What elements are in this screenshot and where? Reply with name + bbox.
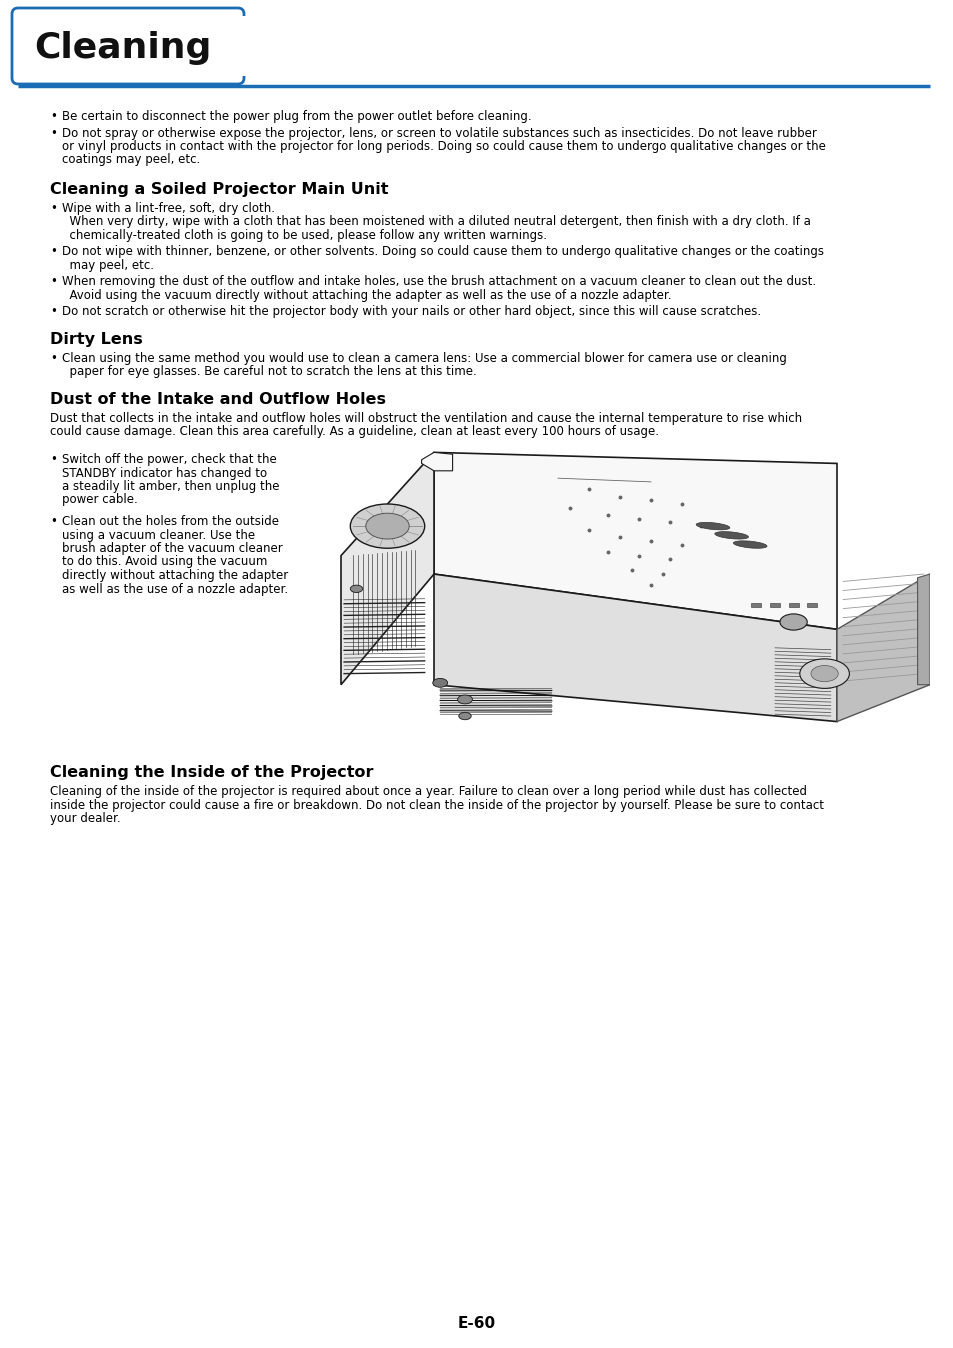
Text: •: •	[50, 111, 57, 123]
Text: Do not wipe with thinner, benzene, or other solvents. Doing so could cause them : Do not wipe with thinner, benzene, or ot…	[62, 245, 823, 259]
Text: When very dirty, wipe with a cloth that has been moistened with a diluted neutra: When very dirty, wipe with a cloth that …	[62, 216, 810, 229]
Circle shape	[365, 514, 409, 539]
Text: Cleaning of the inside of the projector is required about once a year. Failure t: Cleaning of the inside of the projector …	[50, 785, 806, 798]
Text: Dust that collects in the intake and outflow holes will obstruct the ventilation: Dust that collects in the intake and out…	[50, 412, 801, 425]
Ellipse shape	[696, 523, 729, 530]
Circle shape	[350, 504, 424, 549]
Text: paper for eye glasses. Be careful not to scratch the lens at this time.: paper for eye glasses. Be careful not to…	[62, 365, 476, 379]
Bar	[208, 16, 268, 75]
Circle shape	[810, 666, 838, 682]
Text: Dirty Lens: Dirty Lens	[50, 332, 143, 346]
Text: chemically-treated cloth is going to be used, please follow any written warnings: chemically-treated cloth is going to be …	[62, 229, 546, 243]
Polygon shape	[340, 453, 434, 685]
Text: Cleaning the Inside of the Projector: Cleaning the Inside of the Projector	[50, 766, 374, 780]
Text: •: •	[50, 245, 57, 259]
Ellipse shape	[714, 531, 748, 539]
Text: When removing the dust of the outflow and intake holes, use the brush attachment: When removing the dust of the outflow an…	[62, 275, 815, 288]
Text: could cause damage. Clean this area carefully. As a guideline, clean at least ev: could cause damage. Clean this area care…	[50, 426, 659, 438]
Text: or vinyl products in contact with the projector for long periods. Doing so could: or vinyl products in contact with the pr…	[62, 140, 825, 154]
Text: •: •	[50, 453, 57, 466]
Text: Clean using the same method you would use to clean a camera lens: Use a commerci: Clean using the same method you would us…	[62, 352, 786, 365]
Circle shape	[799, 659, 848, 689]
Text: coatings may peel, etc.: coatings may peel, etc.	[62, 154, 200, 167]
Circle shape	[433, 678, 447, 687]
Text: inside the projector could cause a fire or breakdown. Do not clean the inside of: inside the projector could cause a fire …	[50, 798, 823, 811]
Bar	[788, 603, 798, 607]
Text: a steadily lit amber, then unplug the: a steadily lit amber, then unplug the	[62, 480, 279, 493]
Text: Do not spray or otherwise expose the projector, lens, or screen to volatile subs: Do not spray or otherwise expose the pro…	[62, 127, 816, 139]
Text: may peel, etc.: may peel, etc.	[62, 259, 153, 272]
Polygon shape	[434, 453, 836, 630]
Text: brush adapter of the vacuum cleaner: brush adapter of the vacuum cleaner	[62, 542, 282, 555]
Text: directly without attaching the adapter: directly without attaching the adapter	[62, 569, 288, 582]
Text: Do not scratch or otherwise hit the projector body with your nails or other hard: Do not scratch or otherwise hit the proj…	[62, 306, 760, 318]
Text: your dealer.: your dealer.	[50, 811, 120, 825]
Text: using a vacuum cleaner. Use the: using a vacuum cleaner. Use the	[62, 528, 254, 542]
Polygon shape	[917, 574, 929, 685]
Ellipse shape	[733, 541, 766, 549]
Polygon shape	[421, 453, 452, 470]
Text: as well as the use of a nozzle adapter.: as well as the use of a nozzle adapter.	[62, 582, 288, 596]
Circle shape	[350, 585, 362, 593]
Text: •: •	[50, 127, 57, 139]
Text: •: •	[50, 275, 57, 288]
Text: Switch off the power, check that the: Switch off the power, check that the	[62, 453, 276, 466]
Polygon shape	[836, 574, 929, 721]
Text: •: •	[50, 515, 57, 528]
Text: STANDBY indicator has changed to: STANDBY indicator has changed to	[62, 466, 267, 480]
Text: to do this. Avoid using the vacuum: to do this. Avoid using the vacuum	[62, 555, 267, 569]
Text: Be certain to disconnect the power plug from the power outlet before cleaning.: Be certain to disconnect the power plug …	[62, 111, 531, 123]
Text: Avoid using the vacuum directly without attaching the adapter as well as the use: Avoid using the vacuum directly without …	[62, 288, 671, 302]
Text: E-60: E-60	[457, 1316, 496, 1330]
Circle shape	[457, 696, 472, 704]
Text: Dust of the Intake and Outflow Holes: Dust of the Intake and Outflow Holes	[50, 392, 386, 407]
Circle shape	[780, 613, 806, 630]
Bar	[806, 603, 817, 607]
Text: Cleaning a Soiled Projector Main Unit: Cleaning a Soiled Projector Main Unit	[50, 182, 388, 197]
Bar	[751, 603, 760, 607]
Bar	[769, 603, 780, 607]
Text: •: •	[50, 352, 57, 365]
Text: •: •	[50, 306, 57, 318]
Text: Cleaning: Cleaning	[34, 31, 212, 65]
FancyBboxPatch shape	[12, 8, 244, 84]
Text: Wipe with a lint-free, soft, dry cloth.: Wipe with a lint-free, soft, dry cloth.	[62, 202, 274, 214]
Text: power cable.: power cable.	[62, 493, 137, 507]
Circle shape	[458, 712, 471, 720]
Text: Clean out the holes from the outside: Clean out the holes from the outside	[62, 515, 278, 528]
Polygon shape	[434, 574, 836, 721]
Text: •: •	[50, 202, 57, 214]
